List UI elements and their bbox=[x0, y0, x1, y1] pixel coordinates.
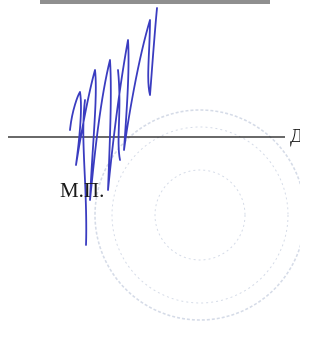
stamp-label: М.П. bbox=[60, 178, 104, 202]
cut-text-line bbox=[40, 0, 270, 4]
document-fragment: Д М.П. bbox=[0, 0, 300, 359]
page: {"document": {"stamp_label": "М.П.", "ed… bbox=[0, 0, 300, 359]
edge-letter: Д bbox=[290, 125, 300, 147]
